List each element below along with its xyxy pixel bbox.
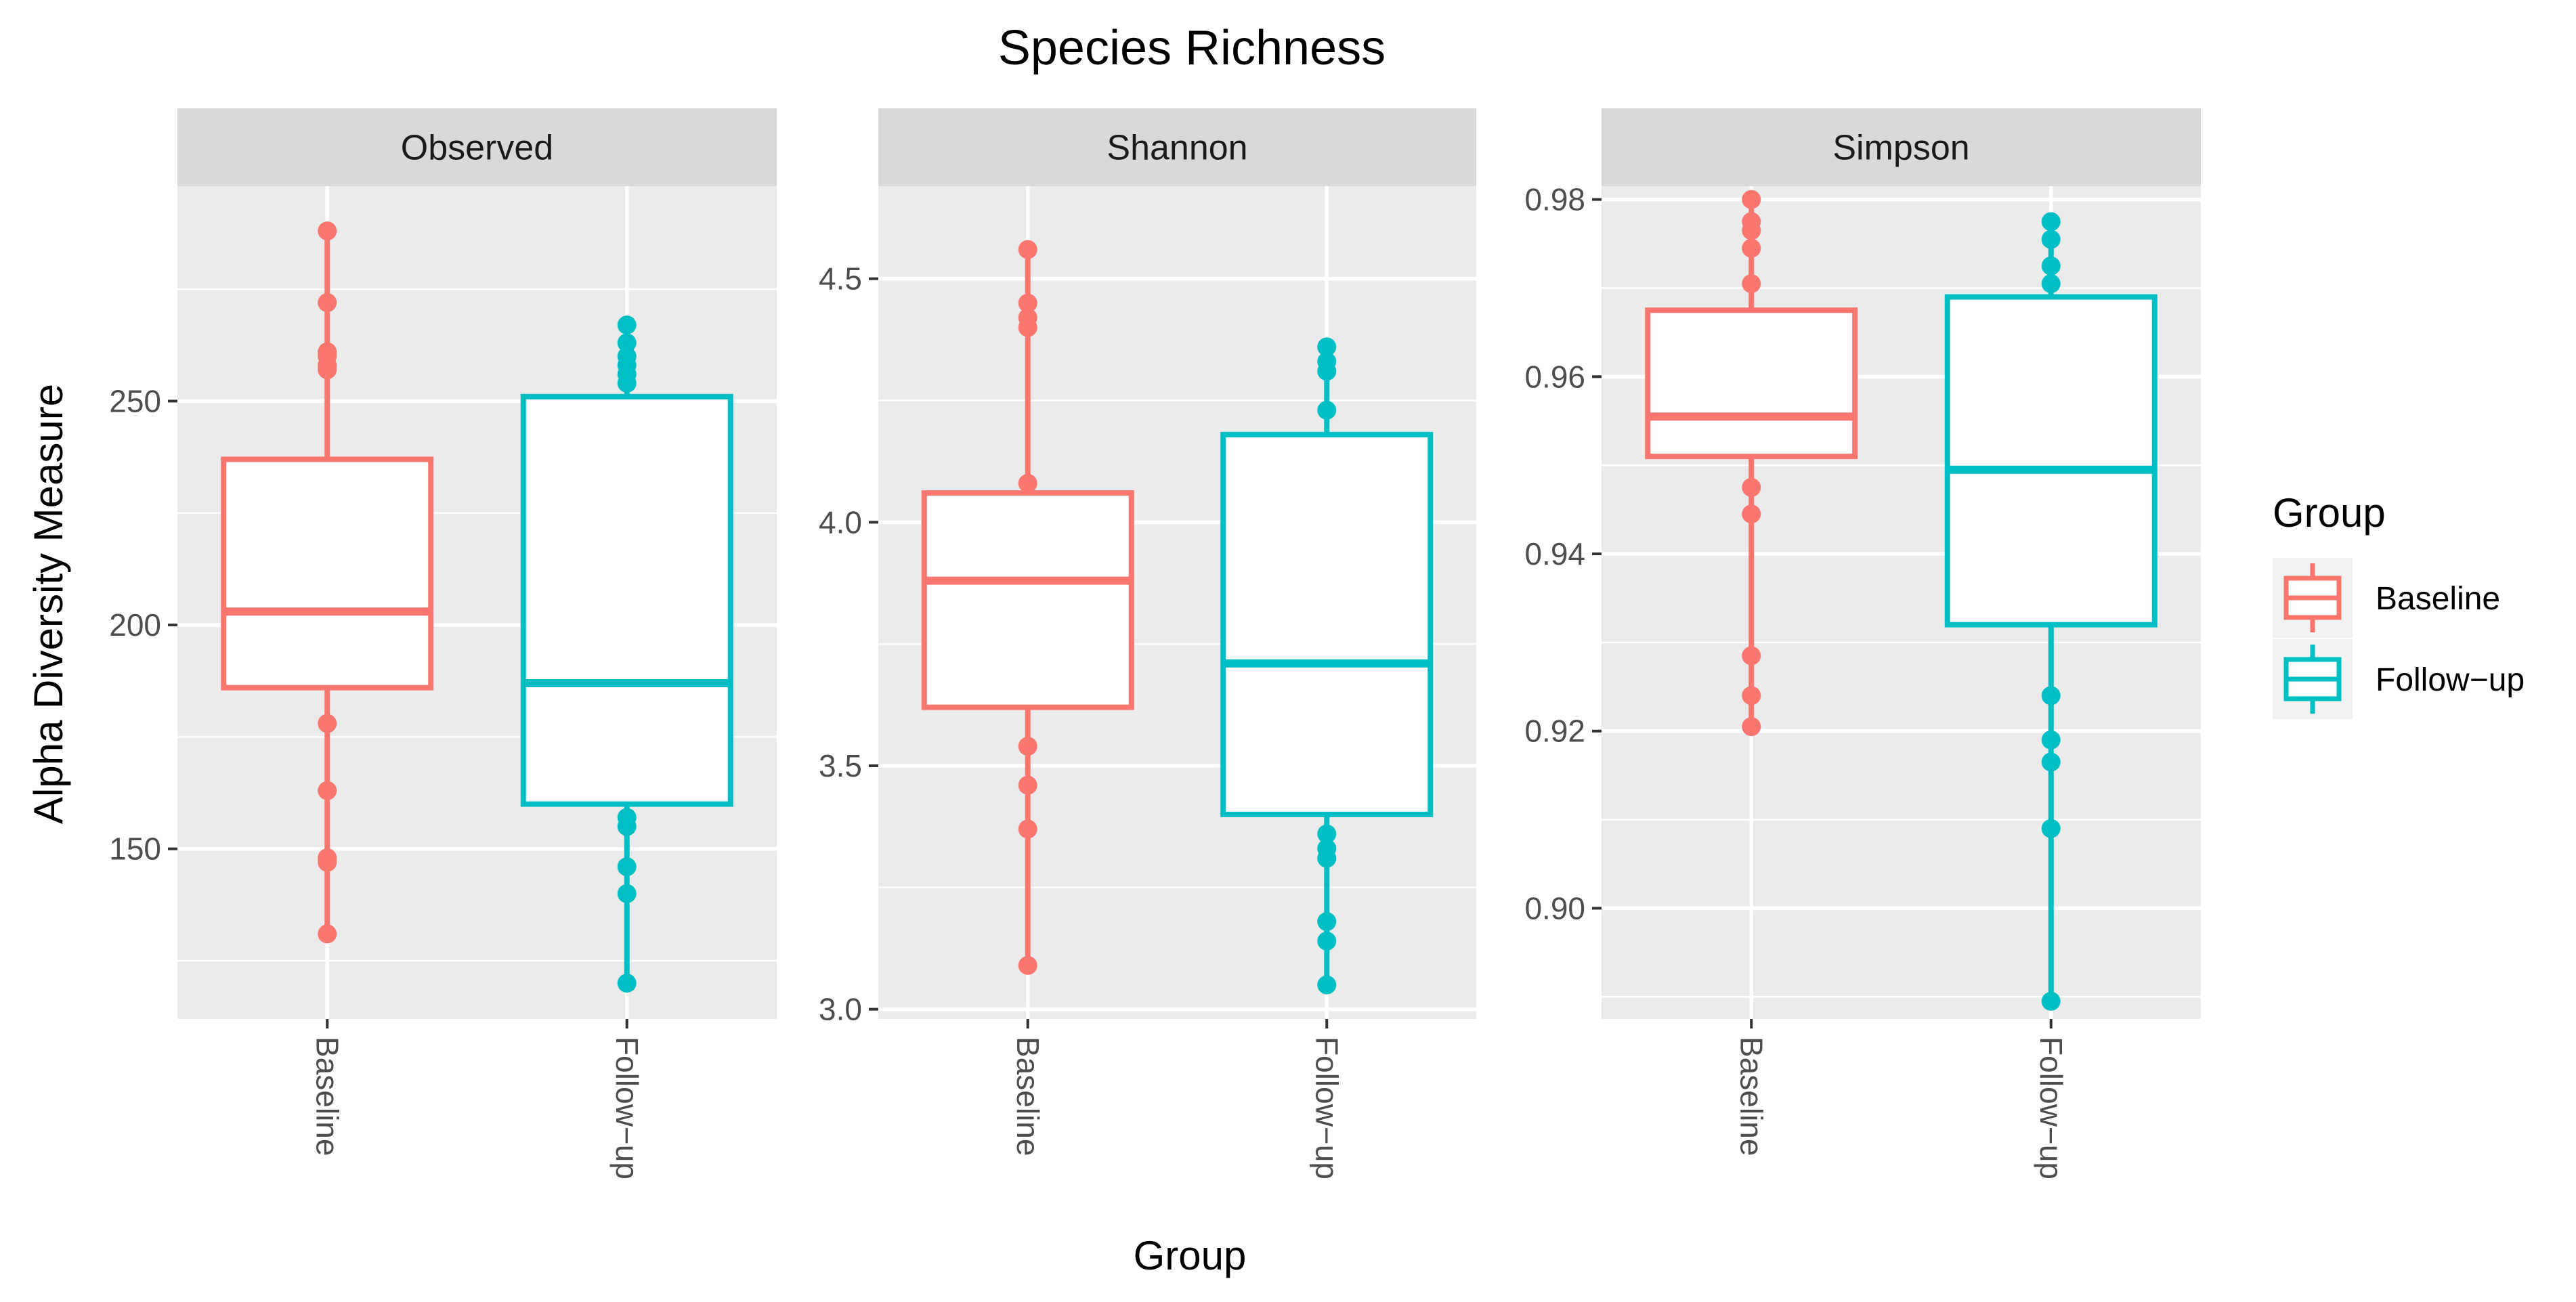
data-point (1317, 362, 1337, 381)
data-point (1317, 848, 1337, 868)
box-iqr (1944, 294, 2158, 628)
y-tick-label: 0.92 (1524, 714, 1585, 749)
data-point (1742, 190, 1761, 209)
data-point (1742, 221, 1761, 240)
data-point (1018, 955, 1037, 975)
y-axis-title: Alpha Diversity Measure (26, 384, 71, 824)
box-iqr (1220, 431, 1434, 817)
box-iqr (921, 490, 1134, 710)
legend-key-baseline: Baseline (2273, 558, 2500, 638)
x-tick-label: Follow−up (2034, 1037, 2069, 1179)
x-tick-label: Baseline (309, 1037, 345, 1156)
x-tick-label: Baseline (1734, 1037, 1769, 1156)
legend-key-follow-up: Follow−up (2273, 639, 2525, 719)
data-point (617, 884, 637, 903)
x-tick-label: Follow−up (609, 1037, 645, 1179)
data-point (1018, 293, 1037, 313)
data-point (2041, 256, 2061, 276)
x-tick-label: Baseline (1010, 1037, 1046, 1156)
data-point (2041, 752, 2061, 772)
legend-label: Follow−up (2376, 662, 2525, 698)
data-point (1018, 240, 1037, 259)
facet-panel-shannon: Shannon 3.0 3.5 4.0 4.5 Baseline Follow−up (819, 108, 1476, 1179)
y-tick-label: 0.96 (1524, 359, 1585, 394)
y-tick-label: 200 (109, 607, 161, 643)
boxplot-baseline (921, 240, 1134, 975)
boxplot-follow-up (1944, 212, 2158, 1011)
data-point (1018, 473, 1037, 493)
data-point (1317, 824, 1337, 844)
y-tick-label: 3.0 (819, 992, 862, 1027)
data-point (1742, 477, 1761, 497)
data-point (318, 781, 337, 800)
data-point (2041, 819, 2061, 838)
data-point (318, 714, 337, 733)
data-point (2041, 274, 2061, 293)
data-point (1317, 912, 1337, 932)
facet-strip-label: Shannon (1107, 129, 1247, 168)
facet-panel-simpson: Simpson 0.90 0.92 0.94 0.96 0.98 Baseline Follo… (1524, 108, 2201, 1179)
data-point (1742, 238, 1761, 258)
data-point (2041, 730, 2061, 750)
legend-title: Group (2273, 490, 2386, 536)
data-point (318, 221, 337, 241)
y-tick-label: 150 (109, 831, 161, 867)
data-point (1018, 737, 1037, 756)
y-tick-label: 0.90 (1524, 890, 1585, 926)
facet-strip-label: Simpson (1832, 129, 1969, 168)
data-point (617, 373, 637, 393)
data-point (1317, 337, 1337, 357)
y-tick-label: 0.94 (1524, 536, 1585, 571)
y-tick-label: 250 (109, 383, 161, 418)
facet-panel-observed: Observed 150 200 250 Baseline Follow−up (109, 108, 777, 1179)
facet-strip-label: Observed (401, 129, 553, 168)
data-point (1317, 975, 1337, 995)
box-iqr (221, 456, 434, 691)
data-point (2041, 230, 2061, 249)
chart-title: Species Richness (998, 21, 1386, 75)
data-point (318, 852, 337, 872)
data-point (617, 333, 637, 353)
data-point (1018, 775, 1037, 795)
data-point (318, 292, 337, 312)
facet-strip (878, 108, 1476, 186)
data-point (1742, 646, 1761, 666)
boxplot-follow-up (520, 316, 733, 993)
x-tick-label: Follow−up (1309, 1037, 1344, 1179)
data-point (1742, 717, 1761, 737)
box-iqr (1645, 307, 1858, 460)
data-point (2041, 991, 2061, 1011)
y-tick-label: 3.5 (819, 748, 862, 783)
x-axis-title: Group (1134, 1233, 1247, 1278)
data-point (617, 817, 637, 836)
y-tick-label: 4.0 (819, 504, 862, 540)
data-point (1742, 686, 1761, 706)
data-point (1317, 931, 1337, 951)
data-point (2041, 686, 2061, 706)
data-point (318, 924, 337, 944)
data-point (1742, 274, 1761, 293)
legend-label: Baseline (2376, 581, 2500, 617)
data-point (1018, 819, 1037, 839)
legend-keys: Baseline Follow−up (2273, 558, 2525, 719)
boxplot-baseline (221, 221, 434, 944)
legend: Group Baseline Follow−up (2273, 490, 2525, 719)
facet-strip (1602, 108, 2201, 186)
data-point (2041, 212, 2061, 232)
data-point (1317, 400, 1337, 420)
data-point (1018, 318, 1037, 337)
boxplot-baseline (1645, 190, 1858, 737)
data-point (318, 360, 337, 380)
data-point (1742, 504, 1761, 524)
data-point (617, 974, 637, 993)
y-tick-label: 0.98 (1524, 182, 1585, 217)
y-tick-label: 4.5 (819, 261, 862, 297)
boxplot-follow-up (1220, 337, 1434, 995)
data-point (617, 316, 637, 334)
box-iqr (520, 393, 733, 807)
data-point (617, 857, 637, 877)
facet-strip (177, 108, 777, 186)
